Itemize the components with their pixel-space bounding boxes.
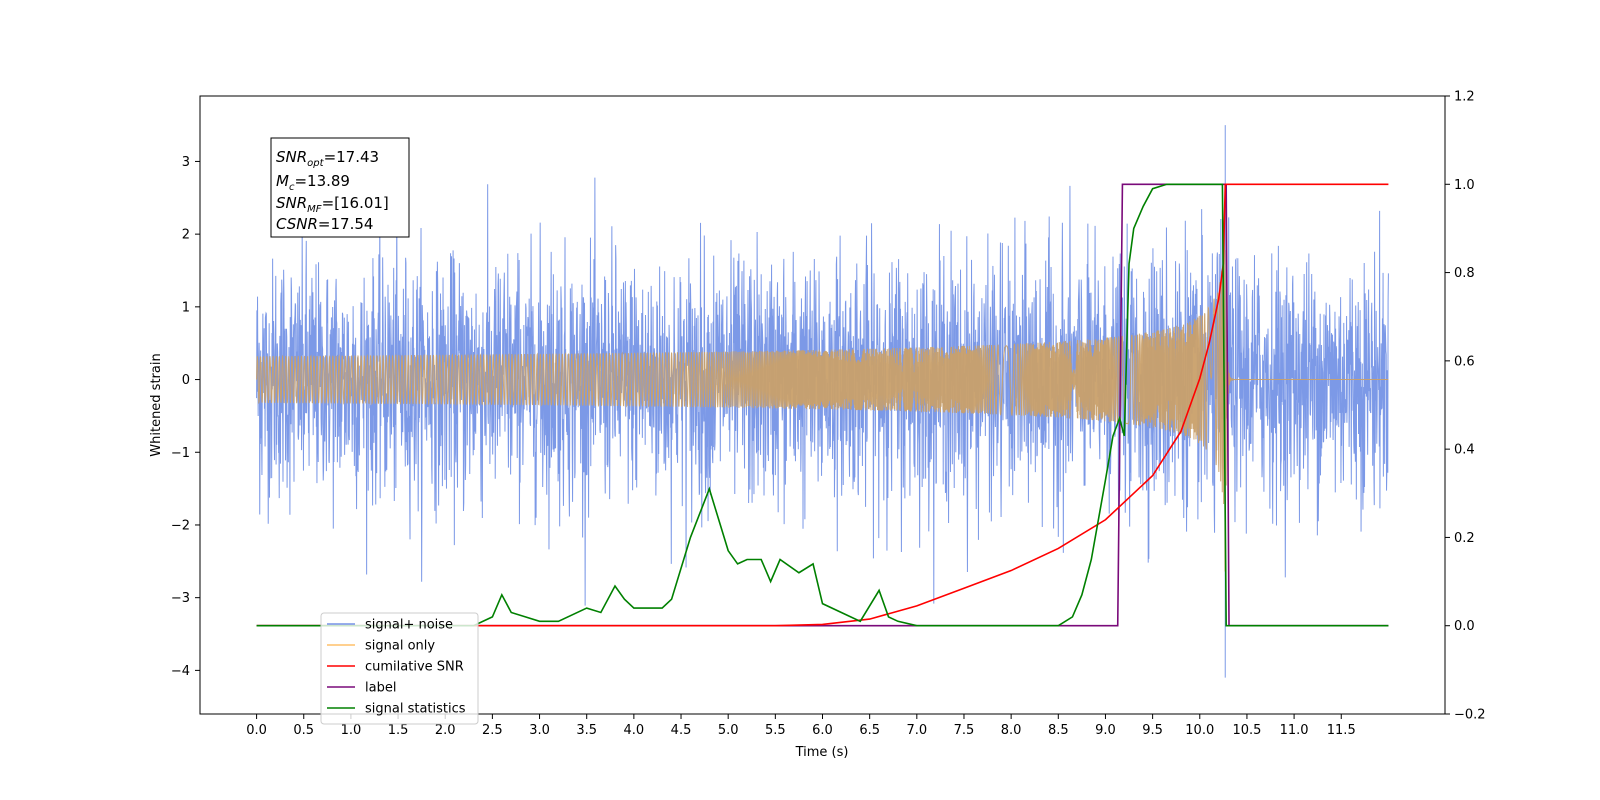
y-right-tick-label: 0.6 <box>1454 354 1475 369</box>
y-left-tick-label: 2 <box>182 228 190 243</box>
x-tick-label: 1.0 <box>341 723 362 738</box>
y-axis-left: −4 −3 −2 −1 0 1 2 3 <box>171 155 200 679</box>
info-snr-mf: SNRMF=[16.01] <box>276 194 389 215</box>
series-signal-statistics <box>256 183 1389 627</box>
x-tick-label: 5.0 <box>718 723 739 738</box>
x-tick-label: 10.5 <box>1232 723 1261 738</box>
info-csnr: CSNR=17.54 <box>276 215 373 233</box>
x-tick-label: 9.5 <box>1142 723 1163 738</box>
x-tick-label: 2.5 <box>482 723 503 738</box>
info-box-frame <box>270 137 410 238</box>
y-axis-right: −0.2 0.0 0.2 0.4 0.6 0.8 1.0 1.2 <box>1445 90 1486 723</box>
y-axis-label: Whitened strain <box>149 353 164 456</box>
x-tick-label: 9.0 <box>1095 723 1116 738</box>
y-left-tick-label: 0 <box>182 373 190 388</box>
y-left-tick-label: 3 <box>182 155 190 170</box>
x-tick-label: 8.0 <box>1001 723 1022 738</box>
y-right-tick-label: −0.2 <box>1454 708 1486 723</box>
x-tick-label: 0.5 <box>293 723 314 738</box>
x-tick-label: 2.0 <box>435 723 456 738</box>
info-box: SNRopt=17.43 Mc=13.89 SNRMF=[16.01] CSNR… <box>270 137 410 238</box>
x-tick-label: 7.0 <box>906 723 927 738</box>
x-tick-label: 7.5 <box>954 723 975 738</box>
x-tick-label: 6.0 <box>812 723 833 738</box>
y-left-tick-label: −3 <box>171 591 190 606</box>
x-tick-label: 10.0 <box>1185 723 1214 738</box>
x-axis: 0.0 0.5 1.0 1.5 2.0 2.5 3.0 3.5 4.0 4.5 5.0 5.5 6.0 6… <box>246 714 1356 738</box>
x-tick-label: 0.0 <box>246 723 267 738</box>
x-tick-label: 3.0 <box>529 723 550 738</box>
y-right-tick-label: 0.4 <box>1454 443 1475 458</box>
legend-label: signal+ noise <box>365 618 453 633</box>
y-left-tick-label: 1 <box>182 300 190 315</box>
x-tick-label: 4.0 <box>624 723 645 738</box>
x-tick-label: 11.0 <box>1280 723 1309 738</box>
y-right-tick-label: 1.0 <box>1454 178 1475 193</box>
series-layer <box>256 125 1389 678</box>
info-snr-opt: SNRopt=17.43 <box>276 148 379 169</box>
y-left-tick-label: −1 <box>171 446 190 461</box>
y-right-tick-label: 1.2 <box>1454 90 1475 105</box>
y-left-tick-label: −4 <box>171 664 190 679</box>
x-tick-label: 8.5 <box>1048 723 1069 738</box>
x-tick-label: 11.5 <box>1327 723 1356 738</box>
legend-label: signal only <box>365 639 435 654</box>
legend-frame <box>320 612 479 725</box>
y-right-tick-label: 0.8 <box>1454 266 1475 281</box>
y-right-tick-label: 0.0 <box>1454 619 1475 634</box>
info-mc: Mc=13.89 <box>276 172 350 193</box>
x-tick-label: 3.5 <box>576 723 597 738</box>
x-tick-label: 4.5 <box>671 723 692 738</box>
y-left-tick-label: −2 <box>171 518 190 533</box>
legend-label: signal statistics <box>365 702 466 717</box>
legend: signal+ noise signal only cumilative SNR la… <box>320 612 479 725</box>
series-signal-only <box>256 229 1389 572</box>
legend-label: cumilative SNR <box>365 660 464 675</box>
x-tick-label: 6.5 <box>859 723 880 738</box>
x-axis-label: Time (s) <box>795 745 849 760</box>
legend-label: label <box>365 681 396 696</box>
y-right-tick-label: 0.2 <box>1454 531 1475 546</box>
x-tick-label: 5.5 <box>765 723 786 738</box>
x-tick-label: 1.5 <box>388 723 409 738</box>
